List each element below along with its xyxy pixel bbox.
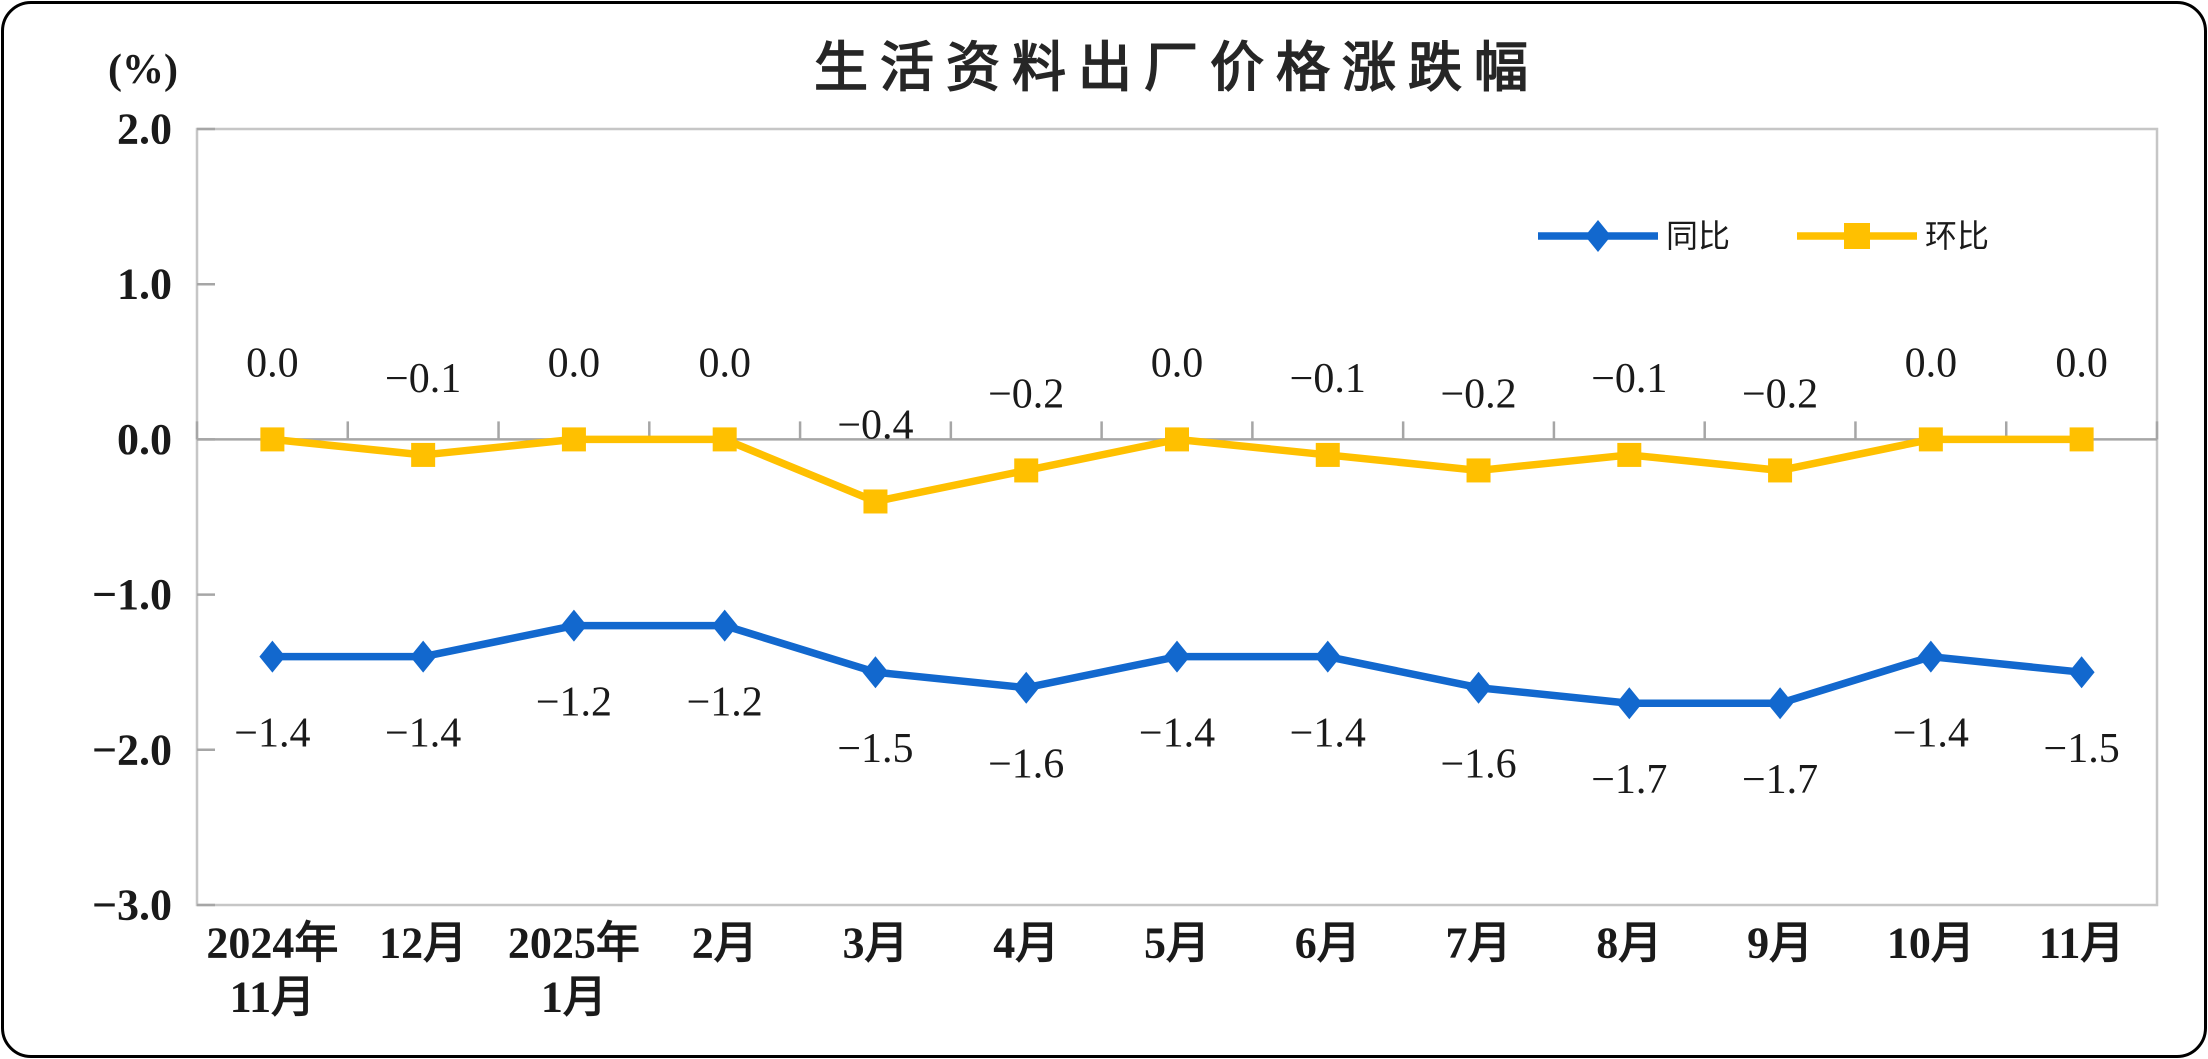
x-axis-label-6: 5月: [1144, 919, 1210, 968]
yoy-marker-11: [1917, 640, 1944, 673]
yoy-data-label-7: −1.4: [1290, 711, 1366, 757]
yoy-data-label-0: −1.4: [234, 711, 310, 757]
mom-marker-8: [1466, 458, 1491, 483]
mom-marker-4: [863, 489, 888, 514]
x-axis-label-0-line2: 11月: [230, 973, 316, 1022]
mom-data-label-9: −0.1: [1591, 356, 1667, 402]
mom-marker-2: [561, 427, 586, 452]
x-axis-label-3: 2月: [692, 919, 758, 968]
mom-marker-10: [1768, 458, 1793, 483]
mom-data-label-2: 0.0: [548, 340, 601, 386]
x-axis-label-2-line2: 1月: [541, 973, 607, 1022]
mom-data-label-7: −0.1: [1290, 356, 1366, 402]
yoy-marker-10: [1767, 687, 1794, 720]
mom-data-label-12: 0.0: [2055, 340, 2108, 386]
mom-marker-11: [1918, 427, 1943, 452]
mom-data-label-6: 0.0: [1151, 340, 1204, 386]
yoy-data-label-10: −1.7: [1742, 757, 1818, 803]
plot-border: [195, 127, 2159, 907]
mom-marker-9: [1617, 442, 1642, 467]
x-axis-label-10: 9月: [1747, 919, 1813, 968]
y-tick-label: −3.0: [92, 881, 172, 930]
y-tick-label: 0.0: [117, 415, 172, 464]
yoy-data-label-11: −1.4: [1893, 711, 1969, 757]
yoy-marker-9: [1616, 687, 1643, 720]
yoy-data-label-8: −1.6: [1440, 742, 1516, 788]
x-axis-label-1: 12月: [379, 919, 467, 968]
y-tick-label: −1.0: [92, 570, 172, 619]
chart-title: 生活资料出厂价格涨跌幅: [814, 38, 1540, 98]
mom-marker-1: [411, 442, 436, 467]
mom-data-label-5: −0.2: [988, 371, 1064, 417]
yoy-marker-5: [1013, 671, 1040, 704]
mom-data-label-0: 0.0: [246, 340, 299, 386]
yoy-data-label-6: −1.4: [1139, 711, 1215, 757]
mom-data-label-4: −0.4: [837, 402, 913, 448]
mom-data-label-8: −0.2: [1440, 371, 1516, 417]
yoy-marker-7: [1314, 640, 1341, 673]
mom-marker-7: [1315, 442, 1340, 467]
mom-data-label-3: 0.0: [698, 340, 751, 386]
yoy-marker-2: [560, 609, 587, 642]
yoy-data-label-12: −1.5: [2044, 726, 2120, 772]
x-axis-label-4: 3月: [842, 919, 908, 968]
x-axis-label-0: 2024年: [206, 919, 338, 968]
yoy-marker-8: [1465, 671, 1492, 704]
x-axis-label-9: 8月: [1596, 919, 1662, 968]
mom-marker-3: [712, 427, 737, 452]
mom-legend-marker: [1844, 223, 1870, 249]
yoy-marker-0: [259, 640, 286, 673]
x-axis-label-12: 11月: [2039, 919, 2125, 968]
y-tick-label: 1.0: [117, 260, 172, 309]
mom-data-label-1: −0.1: [385, 356, 461, 402]
y-tick-label: −2.0: [92, 725, 172, 774]
x-axis-label-5: 4月: [993, 919, 1059, 968]
x-axis-label-8: 7月: [1446, 919, 1512, 968]
yoy-marker-4: [862, 656, 889, 689]
mom-marker-12: [2069, 427, 2094, 452]
x-axis-label-7: 6月: [1295, 919, 1361, 968]
mom-marker-5: [1014, 458, 1039, 483]
yoy-legend-marker: [1585, 220, 1611, 252]
mom-data-label-11: 0.0: [1905, 340, 1958, 386]
mom-legend-label: 环比: [1925, 218, 1989, 254]
yoy-marker-3: [711, 609, 738, 642]
yoy-legend-label: 同比: [1666, 218, 1730, 254]
yoy-data-label-2: −1.2: [536, 680, 612, 726]
yoy-data-label-9: −1.7: [1591, 757, 1667, 803]
y-tick-label: 2.0: [117, 105, 172, 154]
yoy-data-label-4: −1.5: [837, 726, 913, 772]
yoy-data-label-1: −1.4: [385, 711, 461, 757]
yoy-marker-6: [1164, 640, 1190, 673]
yoy-marker-1: [410, 640, 437, 673]
mom-data-label-10: −0.2: [1742, 371, 1818, 417]
x-axis-label-11: 10月: [1887, 919, 1975, 968]
mom-marker-6: [1165, 427, 1189, 452]
mom-marker-0: [260, 427, 285, 452]
yoy-marker-12: [2068, 656, 2095, 689]
x-axis-label-2: 2025年: [508, 919, 640, 968]
yoy-data-label-5: −1.6: [988, 742, 1064, 788]
yoy-data-label-3: −1.2: [687, 680, 763, 726]
y-axis-unit-label: (%): [108, 47, 178, 93]
